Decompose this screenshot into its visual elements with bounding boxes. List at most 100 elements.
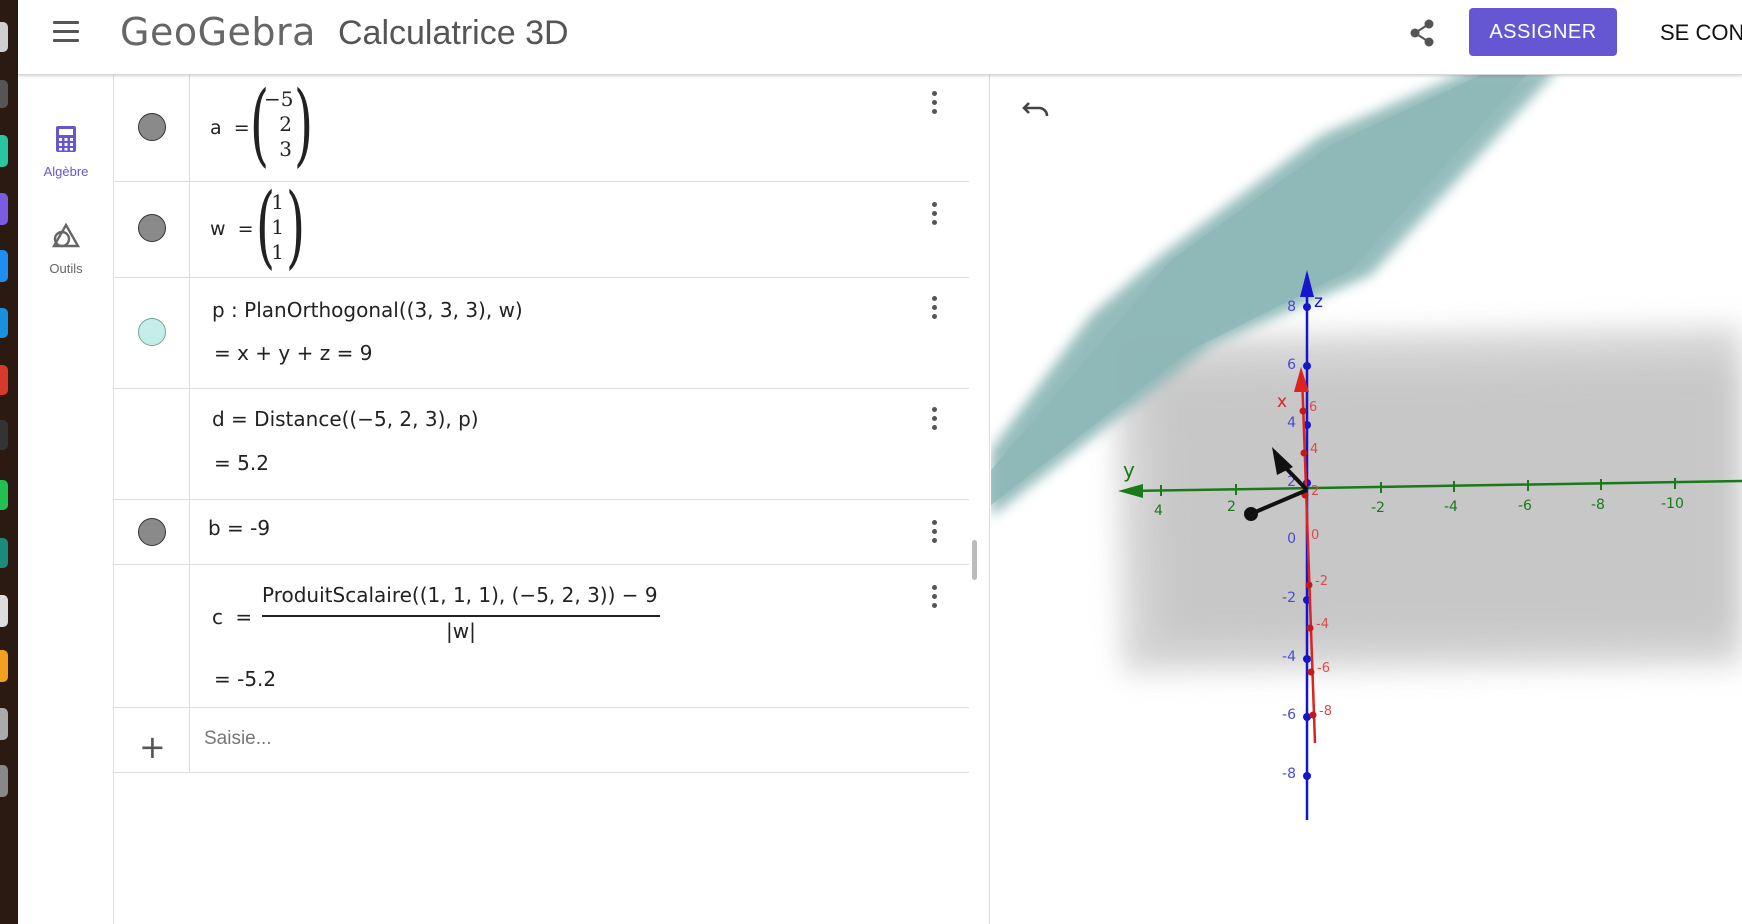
vector-components: −5 2 3 — [264, 87, 294, 161]
dock-app-icon[interactable] — [0, 22, 8, 52]
right-paren: ) — [293, 72, 314, 177]
z-tick-label: -4 — [1282, 649, 1296, 665]
dock-app-icon[interactable] — [0, 708, 8, 740]
assign-button[interactable]: ASSIGNER — [1469, 8, 1617, 56]
z-tick-label: 2 — [1287, 474, 1296, 490]
share-icon[interactable] — [1408, 18, 1436, 48]
os-dock — [0, 0, 18, 924]
dock-app-icon[interactable] — [0, 480, 8, 510]
hamburger-menu-icon[interactable] — [53, 21, 79, 43]
definition-text: d = Distance((−5, 2, 3), p) — [212, 407, 479, 431]
algebra-row[interactable]: w = ( 1 1 1 ) — [114, 182, 969, 278]
z-tick-label: -8 — [1282, 766, 1296, 782]
more-options-icon[interactable] — [929, 585, 939, 611]
algebra-row[interactable]: d = Distance((−5, 2, 3), p) = 5.2 — [114, 389, 969, 500]
z-tick-label: 0 — [1287, 531, 1296, 547]
more-options-icon[interactable] — [929, 296, 939, 322]
z-tick-label: -2 — [1282, 590, 1296, 606]
equals-sign: = — [237, 218, 254, 240]
shapes-icon — [51, 222, 81, 248]
object-name: a — [210, 117, 222, 139]
rail-item-tools[interactable]: Outils — [18, 222, 114, 276]
left-paren: ( — [249, 72, 270, 177]
x-tick-label: -6 — [1317, 661, 1330, 676]
x-tick-label: 4 — [1310, 442, 1318, 457]
graphics-3d-view[interactable]: y 4 2 -2 -4 -6 -8 -10 z 8 6 — [991, 75, 1742, 924]
algebra-row[interactable]: b = -9 — [114, 500, 969, 565]
y-tick-label: 4 — [1154, 503, 1163, 519]
equals-sign: = — [235, 605, 253, 629]
value-text: = 5.2 — [214, 451, 269, 475]
left-paren: ( — [255, 174, 276, 279]
algebra-panel: a = ( −5 2 3 ) w = ( 1 1 1 ) p : PlanOrt… — [114, 75, 990, 924]
dock-app-icon[interactable] — [0, 595, 8, 627]
rail-item-label: Outils — [49, 261, 83, 276]
equals-sign: = — [233, 117, 250, 139]
app-title: Calculatrice 3D — [338, 14, 569, 52]
dock-app-icon[interactable] — [0, 365, 8, 395]
dock-app-icon[interactable] — [0, 538, 8, 568]
value-text: = x + y + z = 9 — [214, 341, 373, 365]
algebra-row[interactable]: a = ( −5 2 3 ) — [114, 75, 969, 182]
fraction-denominator: |w| — [446, 619, 476, 643]
y-axis-label: y — [1123, 458, 1135, 482]
z-tick-label: -6 — [1282, 707, 1296, 723]
visibility-toggle[interactable] — [138, 518, 166, 546]
scrollbar[interactable] — [972, 540, 977, 580]
sign-in-button[interactable]: SE CON — [1660, 20, 1742, 45]
x-tick-label: -8 — [1319, 704, 1332, 719]
y-tick-label: -10 — [1661, 496, 1684, 512]
ground-plane — [1114, 327, 1742, 672]
y-tick-label: -8 — [1591, 497, 1605, 513]
z-tick-label: 6 — [1287, 357, 1296, 373]
dock-app-icon[interactable] — [0, 650, 8, 682]
right-paren: ) — [285, 174, 306, 279]
x-tick-label: -2 — [1315, 574, 1328, 589]
algebra-input[interactable] — [204, 724, 904, 754]
point-a — [1244, 488, 1308, 521]
nav-rail: Algèbre Outils — [18, 75, 114, 924]
visibility-toggle[interactable] — [138, 214, 166, 242]
dock-app-icon[interactable] — [0, 80, 8, 108]
object-name: c — [212, 605, 223, 629]
definition-text: p : PlanOrthogonal((3, 3, 3), w) — [212, 298, 523, 322]
input-row[interactable]: + — [114, 708, 969, 773]
dock-app-icon[interactable] — [0, 308, 8, 338]
x-tick-label: -4 — [1316, 617, 1329, 632]
rail-item-algebra[interactable]: Algèbre — [18, 125, 114, 179]
dock-app-icon[interactable] — [0, 135, 8, 167]
fraction-numerator: ProduitScalaire((1, 1, 1), (−5, 2, 3)) −… — [262, 583, 658, 607]
algebra-row[interactable]: p : PlanOrthogonal((3, 3, 3), w) = x + y… — [114, 278, 969, 389]
geogebra-logo[interactable]: GeoGebra — [120, 10, 316, 54]
dock-app-icon[interactable] — [0, 420, 8, 450]
definition-text: b = -9 — [208, 516, 271, 540]
more-options-icon[interactable] — [929, 520, 939, 546]
x-axis: x 6 4 2 0 -2 -4 -6 -8 — [1277, 367, 1332, 744]
dock-app-icon[interactable] — [0, 193, 8, 225]
add-icon[interactable]: + — [139, 728, 166, 766]
more-options-icon[interactable] — [929, 91, 939, 117]
scene-canvas: y 4 2 -2 -4 -6 -8 -10 z 8 6 — [991, 75, 1742, 820]
more-options-icon[interactable] — [929, 407, 939, 433]
visibility-toggle[interactable] — [138, 318, 166, 346]
object-name: w — [210, 218, 226, 240]
more-options-icon[interactable] — [929, 202, 939, 228]
x-tick-label: 6 — [1309, 400, 1317, 415]
dock-app-icon[interactable] — [0, 250, 8, 282]
vector-w — [1272, 447, 1309, 492]
rail-item-label: Algèbre — [43, 164, 89, 179]
x-axis-label: x — [1277, 392, 1287, 412]
y-tick-label: 2 — [1227, 499, 1236, 515]
x-tick-label: 2 — [1311, 484, 1319, 499]
algebra-row[interactable]: c = ProduitScalaire((1, 1, 1), (−5, 2, 3… — [114, 565, 969, 708]
y-tick-label: -6 — [1518, 498, 1532, 514]
dock-app-icon[interactable] — [0, 765, 8, 797]
visibility-toggle[interactable] — [138, 113, 166, 141]
undo-icon[interactable] — [1021, 97, 1051, 121]
z-tick-label: 8 — [1287, 299, 1296, 315]
z-axis-label: z — [1314, 292, 1323, 312]
y-tick-label: -4 — [1444, 499, 1458, 515]
x-tick-label: 0 — [1311, 528, 1319, 543]
app-header: GeoGebra Calculatrice 3D ASSIGNER SE CON — [18, 0, 1742, 75]
calculator-icon — [56, 126, 76, 152]
